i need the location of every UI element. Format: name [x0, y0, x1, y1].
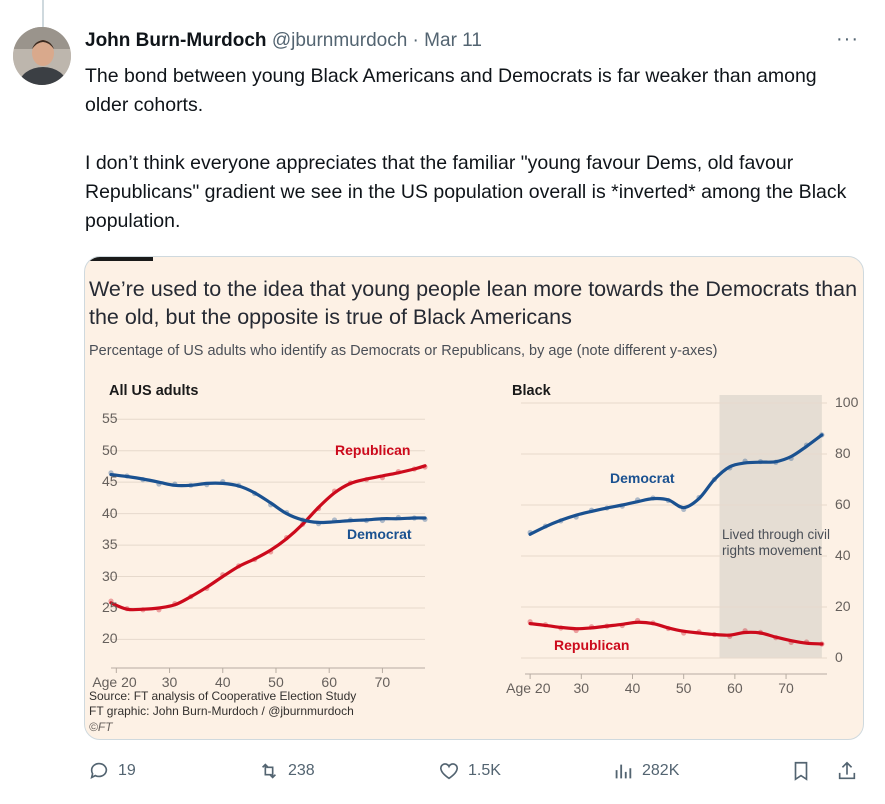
repost-count: 238: [288, 762, 315, 779]
label-democrat-left: Democrat: [347, 526, 412, 542]
chart-title: We’re used to the idea that young people…: [89, 277, 858, 329]
avatar[interactable]: [13, 27, 71, 85]
tweet-actions: 19 238 1.5K 282K: [0, 760, 885, 790]
share-button[interactable]: [836, 760, 858, 782]
y-tick-label: 40: [102, 504, 118, 521]
panel-title-black: Black: [512, 383, 551, 399]
label-republican-right: Republican: [554, 637, 630, 653]
tweet-text: The bond between young Black Americans a…: [85, 62, 855, 236]
annotation-civil-rights: Lived through civil rights movement: [722, 527, 831, 558]
more-options-icon[interactable]: ···: [836, 28, 859, 50]
y-tick-label: 80: [835, 445, 851, 461]
repost-button[interactable]: 238: [258, 760, 315, 782]
y-tick-label: 60: [835, 496, 851, 512]
x-tick-label: 50: [675, 680, 692, 696]
y-tick-label: 20: [835, 598, 851, 614]
x-tick-label: 70: [778, 680, 794, 696]
source-line-2: FT graphic: John Burn-Murdoch / @jburnmu…: [89, 704, 354, 718]
y-tick-label: 30: [102, 567, 118, 584]
y-tick-label: 40: [835, 547, 851, 563]
x-tick-label: 40: [214, 674, 231, 690]
tweet-paragraph-1: The bond between young Black Americans a…: [85, 65, 817, 116]
x-tick-label: 30: [161, 674, 178, 690]
like-button[interactable]: 1.5K: [438, 760, 501, 782]
x-tick-label: 60: [321, 674, 337, 690]
series-line: [109, 473, 427, 525]
repost-icon: [261, 763, 277, 779]
chart-source: Source: FT analysis of Cooperative Elect…: [89, 689, 356, 719]
y-tick-label: 55: [102, 410, 118, 427]
shaded-region: [719, 395, 822, 658]
views-count: 282K: [642, 762, 680, 779]
x-tick-label: 70: [374, 674, 391, 690]
x-tick-label: 50: [268, 674, 284, 690]
thread-line: [42, 0, 44, 28]
label-republican-left: Republican: [335, 442, 411, 458]
x-tick-label: 40: [624, 680, 641, 696]
x-tick-label: 60: [727, 680, 743, 696]
label-democrat-right: Democrat: [610, 470, 675, 486]
heart-icon: [439, 763, 459, 780]
y-tick-label: 20: [102, 630, 118, 647]
panel-title-all-us: All US adults: [109, 383, 199, 399]
tweet-paragraph-2: I don’t think everyone appreciates that …: [85, 152, 847, 232]
bookmark-button[interactable]: [790, 760, 812, 782]
y-tick-label: 25: [102, 598, 118, 615]
y-tick-label: 50: [102, 441, 118, 458]
chart-image-card[interactable]: We’re used to the idea that young people…: [84, 256, 864, 740]
series-line: [109, 464, 427, 612]
avatar-image: [13, 27, 71, 85]
tweet-date[interactable]: Mar 11: [424, 30, 482, 51]
tweet-header: John Burn-Murdoch @jburnmurdoch · Mar 11: [85, 30, 482, 52]
author-handle[interactable]: @jburnmurdoch: [271, 30, 408, 51]
y-tick-label: 45: [102, 473, 118, 490]
ft-accent-bar: [85, 257, 153, 261]
chart-black: [521, 395, 827, 679]
reply-count: 19: [118, 762, 136, 779]
x-tick-label: Age 20: [506, 680, 551, 696]
views-button[interactable]: 282K: [612, 760, 679, 782]
x-tick-label: 30: [573, 680, 590, 696]
chart-subtitle: Percentage of US adults who identify as …: [89, 343, 718, 359]
y-tick-label: 0: [835, 649, 843, 665]
chart-all-us-adults: [107, 418, 428, 673]
reply-button[interactable]: 19: [88, 760, 136, 782]
share-icon: [838, 761, 856, 780]
y-tick-label: 100: [835, 394, 859, 410]
header-separator: ·: [407, 30, 425, 51]
views-icon: [615, 764, 632, 779]
author-name[interactable]: John Burn-Murdoch: [85, 30, 267, 51]
bookmark-icon: [794, 761, 808, 781]
source-line-1: Source: FT analysis of Cooperative Elect…: [89, 689, 357, 703]
y-tick-label: 35: [102, 536, 118, 553]
ft-copyright: ©FT: [89, 720, 113, 734]
series-line: [528, 620, 824, 646]
x-tick-label: Age 20: [92, 674, 137, 690]
like-count: 1.5K: [468, 762, 501, 779]
reply-icon: [90, 762, 108, 779]
series-line: [528, 433, 824, 536]
